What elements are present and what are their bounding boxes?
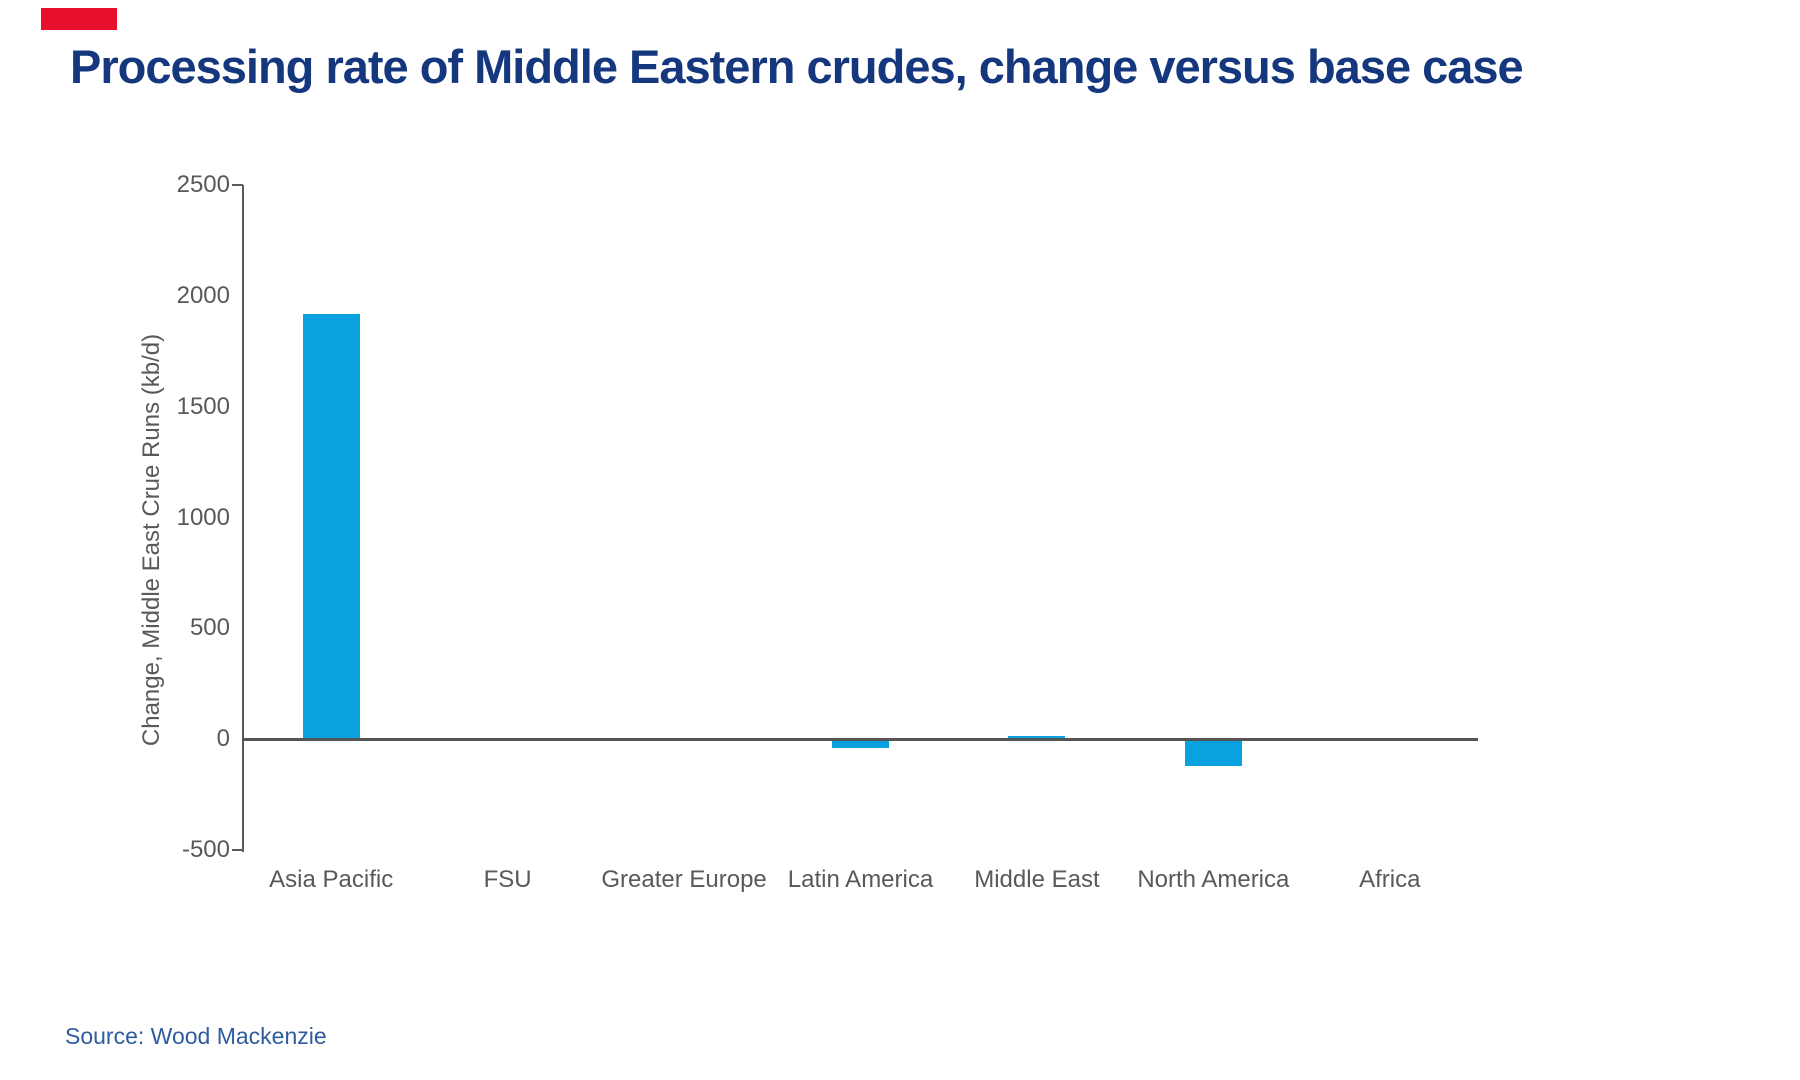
y-axis-tick-label: -500 [181, 835, 230, 863]
page-title: Processing rate of Middle Eastern crudes… [70, 40, 1524, 93]
bar-asia-pacific [302, 313, 360, 739]
y-axis-tick-label: 2500 [176, 171, 230, 199]
y-axis-tick-label: 0 [216, 725, 230, 752]
category-label-fsu: FSU [483, 866, 532, 893]
brand-logo-mark [41, 8, 117, 30]
category-label-asia-pacific: Asia Pacific [269, 866, 394, 893]
y-axis-tick-mark [232, 184, 243, 187]
y-axis-title: Change, Middle East Crue Runs (kb/d) [138, 333, 165, 747]
x-axis-zero-line [243, 737, 1478, 741]
category-label-latin-america: Latin America [787, 866, 934, 893]
category-label-north-america: North America [1137, 866, 1290, 893]
y-axis-tick-label: 1500 [176, 392, 230, 420]
bar-middle-east [1008, 735, 1066, 739]
y-axis-tick-label: 2000 [176, 282, 230, 309]
y-axis-line [242, 185, 244, 852]
y-axis-tick-label: 1000 [176, 503, 230, 531]
category-label-greater-europe: Greater Europe [601, 866, 767, 893]
category-label-middle-east: Middle East [974, 866, 1100, 893]
bar-north-america [1184, 739, 1242, 766]
y-axis-tick-label: 500 [189, 614, 230, 642]
bar-latin-america [832, 739, 889, 748]
y-axis-tick-mark [232, 848, 243, 851]
category-label-africa: Africa [1359, 866, 1421, 893]
source-text: Source: Wood Mackenzie [65, 1023, 327, 1049]
